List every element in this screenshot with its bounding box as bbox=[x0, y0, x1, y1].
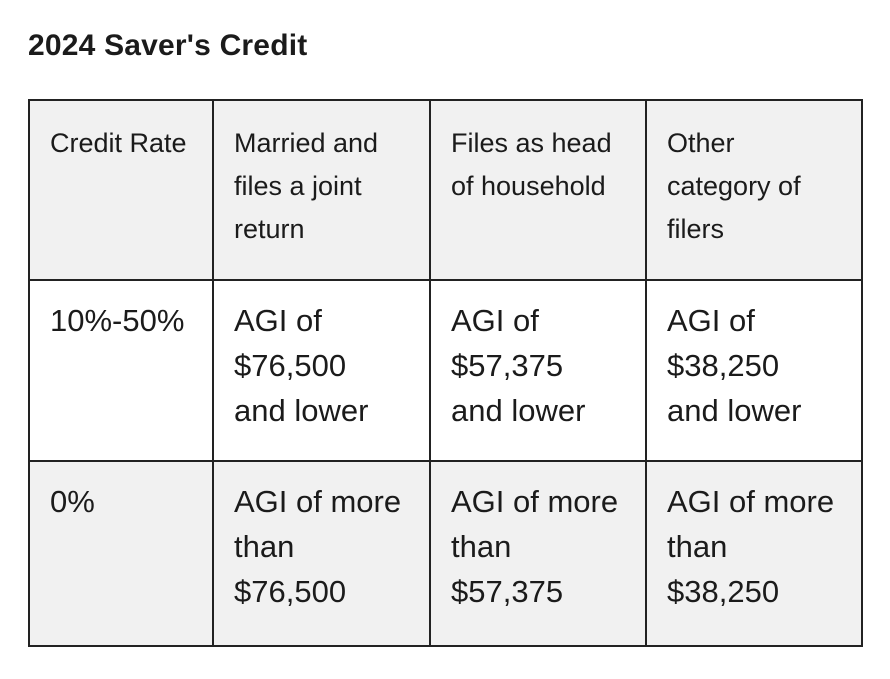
cell-line: than bbox=[451, 529, 512, 564]
cell-other-agi-limit: AGI of $38,250 and lower bbox=[645, 279, 863, 462]
cell-line: than bbox=[667, 529, 728, 564]
cell-line: $57,375 bbox=[451, 574, 564, 609]
cell-other-agi-over: AGI of more than $38,250 bbox=[645, 460, 863, 647]
header-line: filers bbox=[667, 214, 725, 244]
cell-line: AGI of more bbox=[234, 484, 402, 519]
cell-line: AGI of bbox=[667, 303, 755, 338]
cell-line: AGI of more bbox=[451, 484, 619, 519]
header-cell-married-joint: Married and files a joint return bbox=[212, 99, 431, 281]
table-header-row: Credit Rate Married and files a joint re… bbox=[28, 99, 863, 281]
header-line: category of bbox=[667, 171, 801, 201]
page-title: 2024 Saver's Credit bbox=[28, 29, 308, 62]
cell-line: 0% bbox=[50, 484, 95, 519]
header-line: of household bbox=[451, 171, 606, 201]
cell-line: and lower bbox=[234, 393, 369, 428]
cell-line: than bbox=[234, 529, 295, 564]
cell-credit-rate-0: 0% bbox=[28, 460, 214, 647]
table-row-0-percent: 0% AGI of more than $76,500 AGI of more … bbox=[28, 460, 863, 647]
cell-line: and lower bbox=[667, 393, 802, 428]
header-line: return bbox=[234, 214, 305, 244]
header-cell-credit-rate: Credit Rate bbox=[28, 99, 214, 281]
header-line: Other bbox=[667, 128, 735, 158]
cell-credit-rate-10-50: 10%-50% bbox=[28, 279, 214, 462]
cell-married-agi-limit: AGI of $76,500 and lower bbox=[212, 279, 431, 462]
header-cell-other-filers: Other category of filers bbox=[645, 99, 863, 281]
cell-line: $57,375 bbox=[451, 348, 564, 383]
cell-line: AGI of more bbox=[667, 484, 835, 519]
table-row-10-50-percent: 10%-50% AGI of $76,500 and lower AGI of … bbox=[28, 279, 863, 462]
savers-credit-table: Credit Rate Married and files a joint re… bbox=[28, 99, 863, 647]
header-line: Married and bbox=[234, 128, 379, 158]
header-line: files a joint bbox=[234, 171, 362, 201]
cell-line: AGI of bbox=[234, 303, 322, 338]
header-line: Credit Rate bbox=[50, 128, 187, 158]
cell-household-agi-over: AGI of more than $57,375 bbox=[429, 460, 647, 647]
cell-line: $76,500 bbox=[234, 574, 347, 609]
cell-line: and lower bbox=[451, 393, 586, 428]
cell-line: $38,250 bbox=[667, 348, 780, 383]
cell-married-agi-over: AGI of more than $76,500 bbox=[212, 460, 431, 647]
header-cell-head-of-household: Files as head of household bbox=[429, 99, 647, 281]
header-line: Files as head bbox=[451, 128, 612, 158]
cell-line: $76,500 bbox=[234, 348, 347, 383]
cell-line: AGI of bbox=[451, 303, 539, 338]
cell-line: $38,250 bbox=[667, 574, 780, 609]
cell-line: 10%-50% bbox=[50, 303, 185, 338]
cell-household-agi-limit: AGI of $57,375 and lower bbox=[429, 279, 647, 462]
